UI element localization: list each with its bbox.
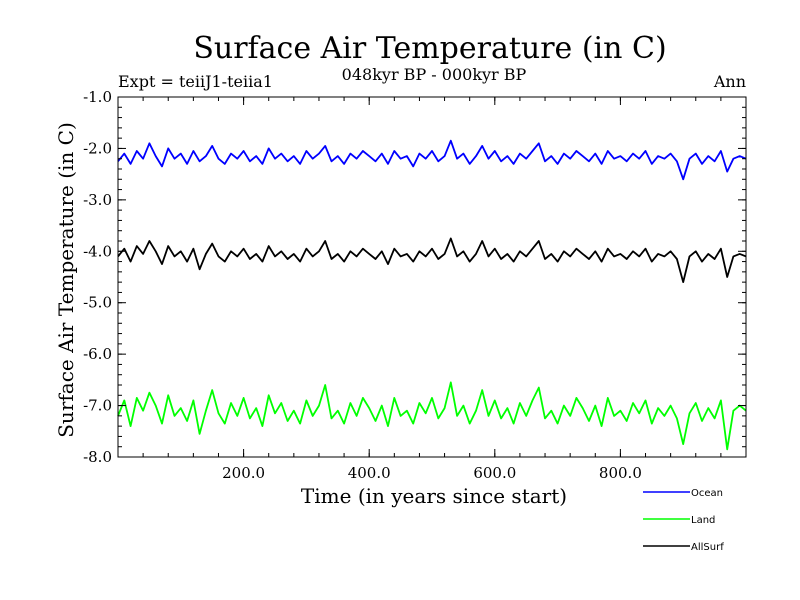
legend: Ocean Land AllSurf — [643, 488, 724, 553]
x-tick-label: 200.0 — [222, 464, 265, 482]
y-tick-label: -2.0 — [83, 139, 112, 157]
y-tick-label: -5.0 — [83, 294, 112, 312]
series-line-ocean — [117, 139, 747, 181]
chart-subtitle: 048kyr BP - 000kyr BP — [342, 65, 527, 84]
plot-frame — [117, 96, 747, 458]
legend-label-ocean: Ocean — [691, 488, 723, 499]
series-layer — [117, 139, 747, 451]
y-tick-label: -1.0 — [83, 88, 112, 106]
y-tick-label: -8.0 — [83, 448, 112, 466]
x-tick-label: 600.0 — [473, 464, 516, 482]
tick-layer: -1.0 -2.0 -3.0 -4.0 -5.0 -6.0 -7.0 -8.0 200.0 400… — [83, 88, 747, 482]
y-axis-label: Surface Air Temperature (in C) — [54, 122, 78, 438]
legend-label-allsurf: AllSurf — [691, 542, 724, 553]
chart-title: Surface Air Temperature (in C) — [193, 31, 666, 66]
y-tick-label: -3.0 — [83, 191, 112, 209]
series-line-allsurf — [117, 237, 747, 284]
x-axis-label: Time (in years since start) — [301, 484, 567, 508]
season-label: Ann — [713, 72, 746, 91]
y-tick-label: -6.0 — [83, 345, 112, 363]
x-tick-label: 800.0 — [599, 464, 642, 482]
experiment-label: Expt = teiiJ1-teiia1 — [118, 72, 273, 91]
series-line-land — [117, 381, 747, 451]
x-tick-label: 400.0 — [348, 464, 391, 482]
y-tick-label: -4.0 — [83, 242, 112, 260]
legend-label-land: Land — [691, 515, 715, 526]
y-tick-label: -7.0 — [83, 397, 112, 415]
